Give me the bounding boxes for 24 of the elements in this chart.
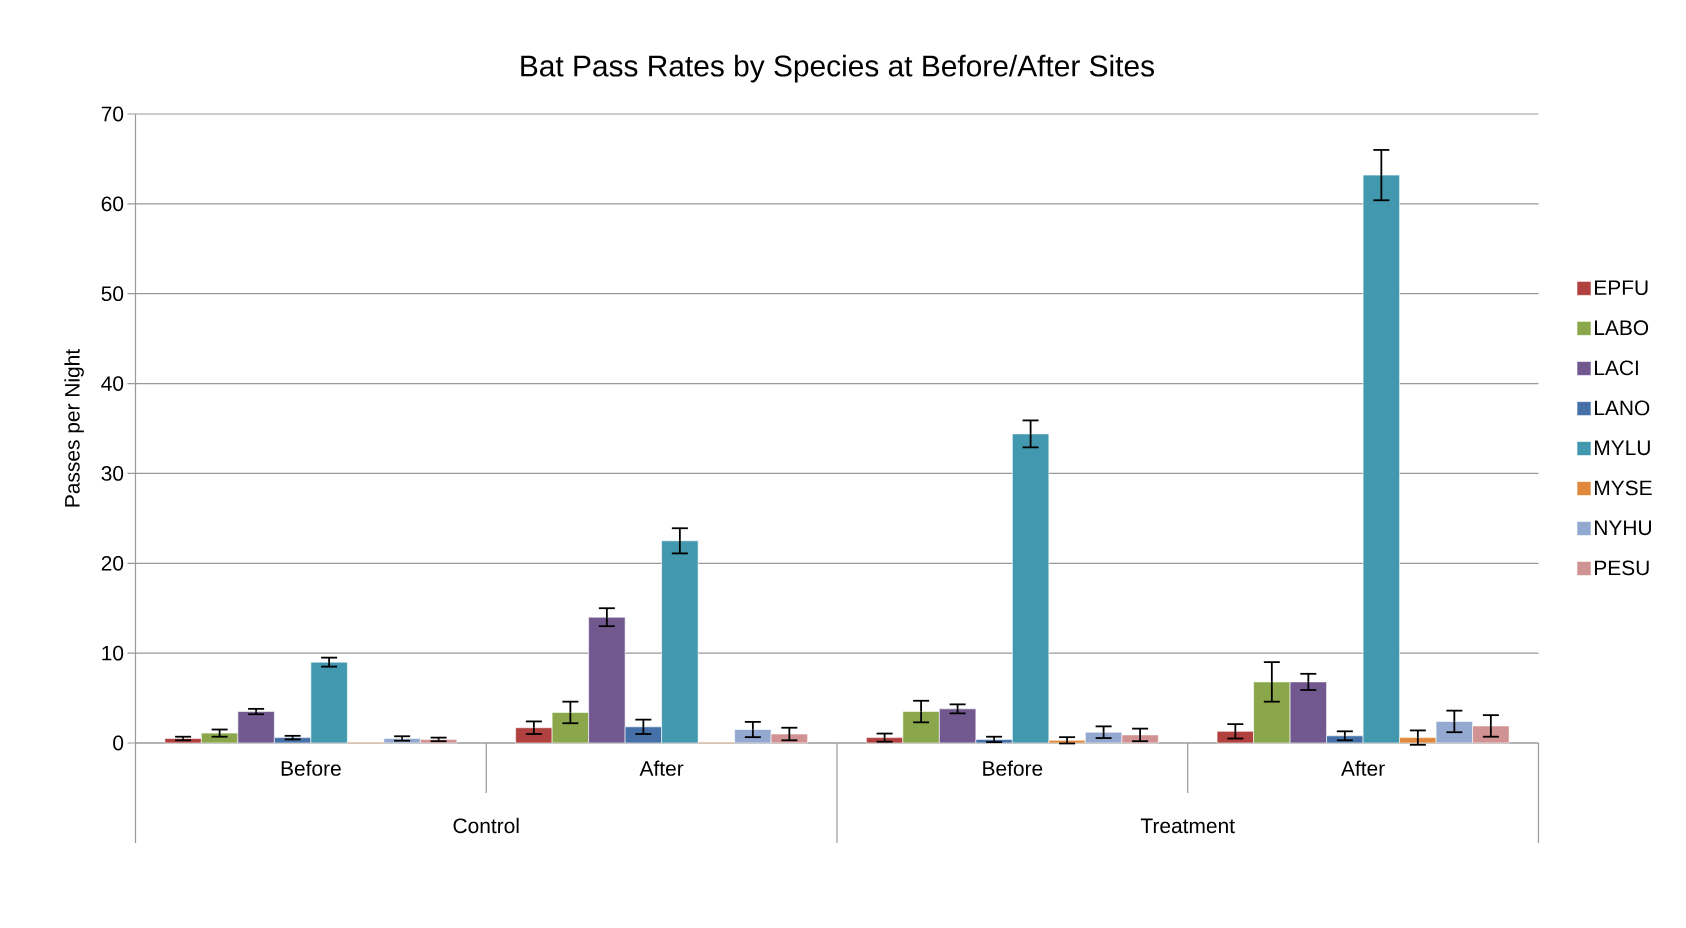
- y-tick-label: 60: [101, 196, 124, 212]
- legend-label: PESU: [1595, 560, 1649, 576]
- legend-label: LABO: [1595, 320, 1649, 336]
- y-tick-label: 30: [101, 466, 124, 481]
- y-tick-label: 70: [101, 106, 124, 122]
- x-tick-label: Before: [983, 760, 1043, 776]
- x-tick-label: After: [1341, 760, 1385, 776]
- y-axis-title: Passes per Night: [64, 349, 84, 507]
- y-tick-label: 20: [101, 555, 124, 571]
- legend-label: MYLU: [1595, 440, 1650, 456]
- text: Treatment: [1140, 818, 1235, 834]
- y-tick-label: 0: [113, 735, 124, 751]
- y-tick-label: 40: [101, 376, 124, 391]
- legend-label: MYSE: [1595, 480, 1652, 496]
- legend-label: EPFU: [1595, 280, 1648, 296]
- y-tick-label: 50: [101, 286, 124, 302]
- legend-label: NYHU: [1595, 520, 1651, 536]
- x-tick-label: After: [639, 760, 684, 776]
- x-tick-label: Before: [281, 760, 341, 776]
- legend-label: LACI: [1595, 360, 1638, 376]
- legend-label: LANO: [1595, 400, 1650, 416]
- text: Control: [453, 817, 519, 834]
- y-tick-label: 10: [102, 645, 124, 661]
- chart-title: Bat Pass Rates by Species at Before/After Sites: [521, 54, 1154, 83]
